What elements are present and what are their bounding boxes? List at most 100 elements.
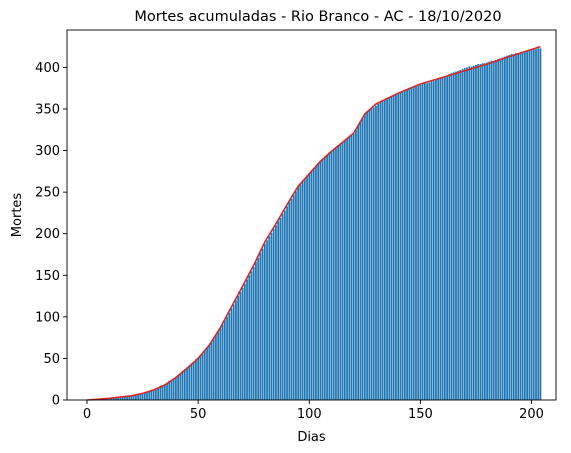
bar xyxy=(181,370,184,400)
bar xyxy=(432,80,435,400)
bar xyxy=(428,82,431,400)
bar xyxy=(283,210,286,400)
bar xyxy=(346,138,348,401)
bar xyxy=(183,369,186,400)
bar xyxy=(477,64,480,400)
bar xyxy=(112,398,115,400)
bar xyxy=(352,133,355,400)
bar xyxy=(186,367,188,400)
bar xyxy=(326,154,328,400)
y-tick-label: 300 xyxy=(35,144,60,159)
bar xyxy=(290,198,293,400)
bar xyxy=(252,266,255,400)
bar xyxy=(161,385,164,400)
bar xyxy=(157,387,160,400)
bar xyxy=(212,338,215,400)
bar xyxy=(341,142,344,400)
bar xyxy=(192,361,195,400)
bar xyxy=(521,51,524,401)
bar xyxy=(359,121,362,401)
bar xyxy=(277,221,280,400)
bar xyxy=(159,385,162,400)
bar xyxy=(310,170,313,400)
bar xyxy=(263,243,266,400)
bar xyxy=(335,147,337,400)
bar xyxy=(455,71,457,400)
bar xyxy=(143,392,146,400)
bar xyxy=(248,275,251,400)
bar xyxy=(350,135,353,400)
bar xyxy=(219,328,222,400)
bar xyxy=(272,228,275,400)
bar xyxy=(503,56,506,401)
bar xyxy=(390,96,393,401)
bar xyxy=(190,363,193,400)
bar xyxy=(486,62,488,401)
bar xyxy=(195,359,197,400)
bar xyxy=(370,108,373,401)
bar xyxy=(437,79,440,400)
bar xyxy=(466,67,468,401)
bar xyxy=(528,50,531,400)
bar xyxy=(319,160,322,400)
bar xyxy=(226,316,228,400)
bar xyxy=(406,89,408,400)
bar xyxy=(241,287,244,400)
bar xyxy=(270,232,273,400)
bar xyxy=(323,156,326,400)
bar xyxy=(472,65,475,400)
bar xyxy=(368,109,371,400)
bar xyxy=(235,300,237,400)
bar xyxy=(215,335,217,400)
bar xyxy=(221,324,224,400)
y-tick-label: 200 xyxy=(35,227,60,242)
plot-frame xyxy=(66,29,557,401)
y-tick-label: 100 xyxy=(35,310,60,325)
bar xyxy=(257,257,260,400)
bar xyxy=(497,59,500,400)
bar xyxy=(303,178,306,400)
bar xyxy=(295,191,297,400)
bar xyxy=(150,390,153,400)
bar xyxy=(317,163,320,400)
bar xyxy=(408,88,411,400)
bar xyxy=(526,50,528,400)
bar xyxy=(223,320,226,400)
bar xyxy=(410,87,413,401)
bar xyxy=(297,187,300,400)
bar xyxy=(139,394,142,400)
x-axis-label: Dias xyxy=(297,430,326,445)
bar xyxy=(152,389,155,400)
x-tick-label: 50 xyxy=(190,407,207,422)
bar xyxy=(457,70,460,401)
bar xyxy=(343,140,346,400)
bar xyxy=(363,113,366,401)
bar xyxy=(397,93,400,400)
bar xyxy=(415,86,417,400)
bar xyxy=(452,72,455,401)
bar xyxy=(535,49,537,401)
chart-title: Mortes acumuladas - Rio Branco - AC - 18… xyxy=(134,9,501,25)
bar xyxy=(132,395,135,400)
bar xyxy=(332,148,335,400)
x-tick-label: 150 xyxy=(408,407,433,422)
bar xyxy=(246,279,248,400)
bar xyxy=(275,225,277,400)
bar xyxy=(375,105,377,400)
bar xyxy=(250,271,253,400)
bar xyxy=(146,391,148,400)
bar xyxy=(121,397,124,400)
bar xyxy=(141,393,144,400)
bar xyxy=(519,52,522,400)
bar xyxy=(377,104,380,400)
bar xyxy=(208,345,211,400)
bar xyxy=(501,57,504,400)
bar xyxy=(537,48,540,400)
y-tick-label: 0 xyxy=(52,394,60,409)
bar xyxy=(517,53,520,400)
bar xyxy=(499,58,502,401)
bar xyxy=(388,97,391,400)
bar xyxy=(392,94,395,400)
bar xyxy=(177,375,180,400)
bar xyxy=(301,181,304,400)
